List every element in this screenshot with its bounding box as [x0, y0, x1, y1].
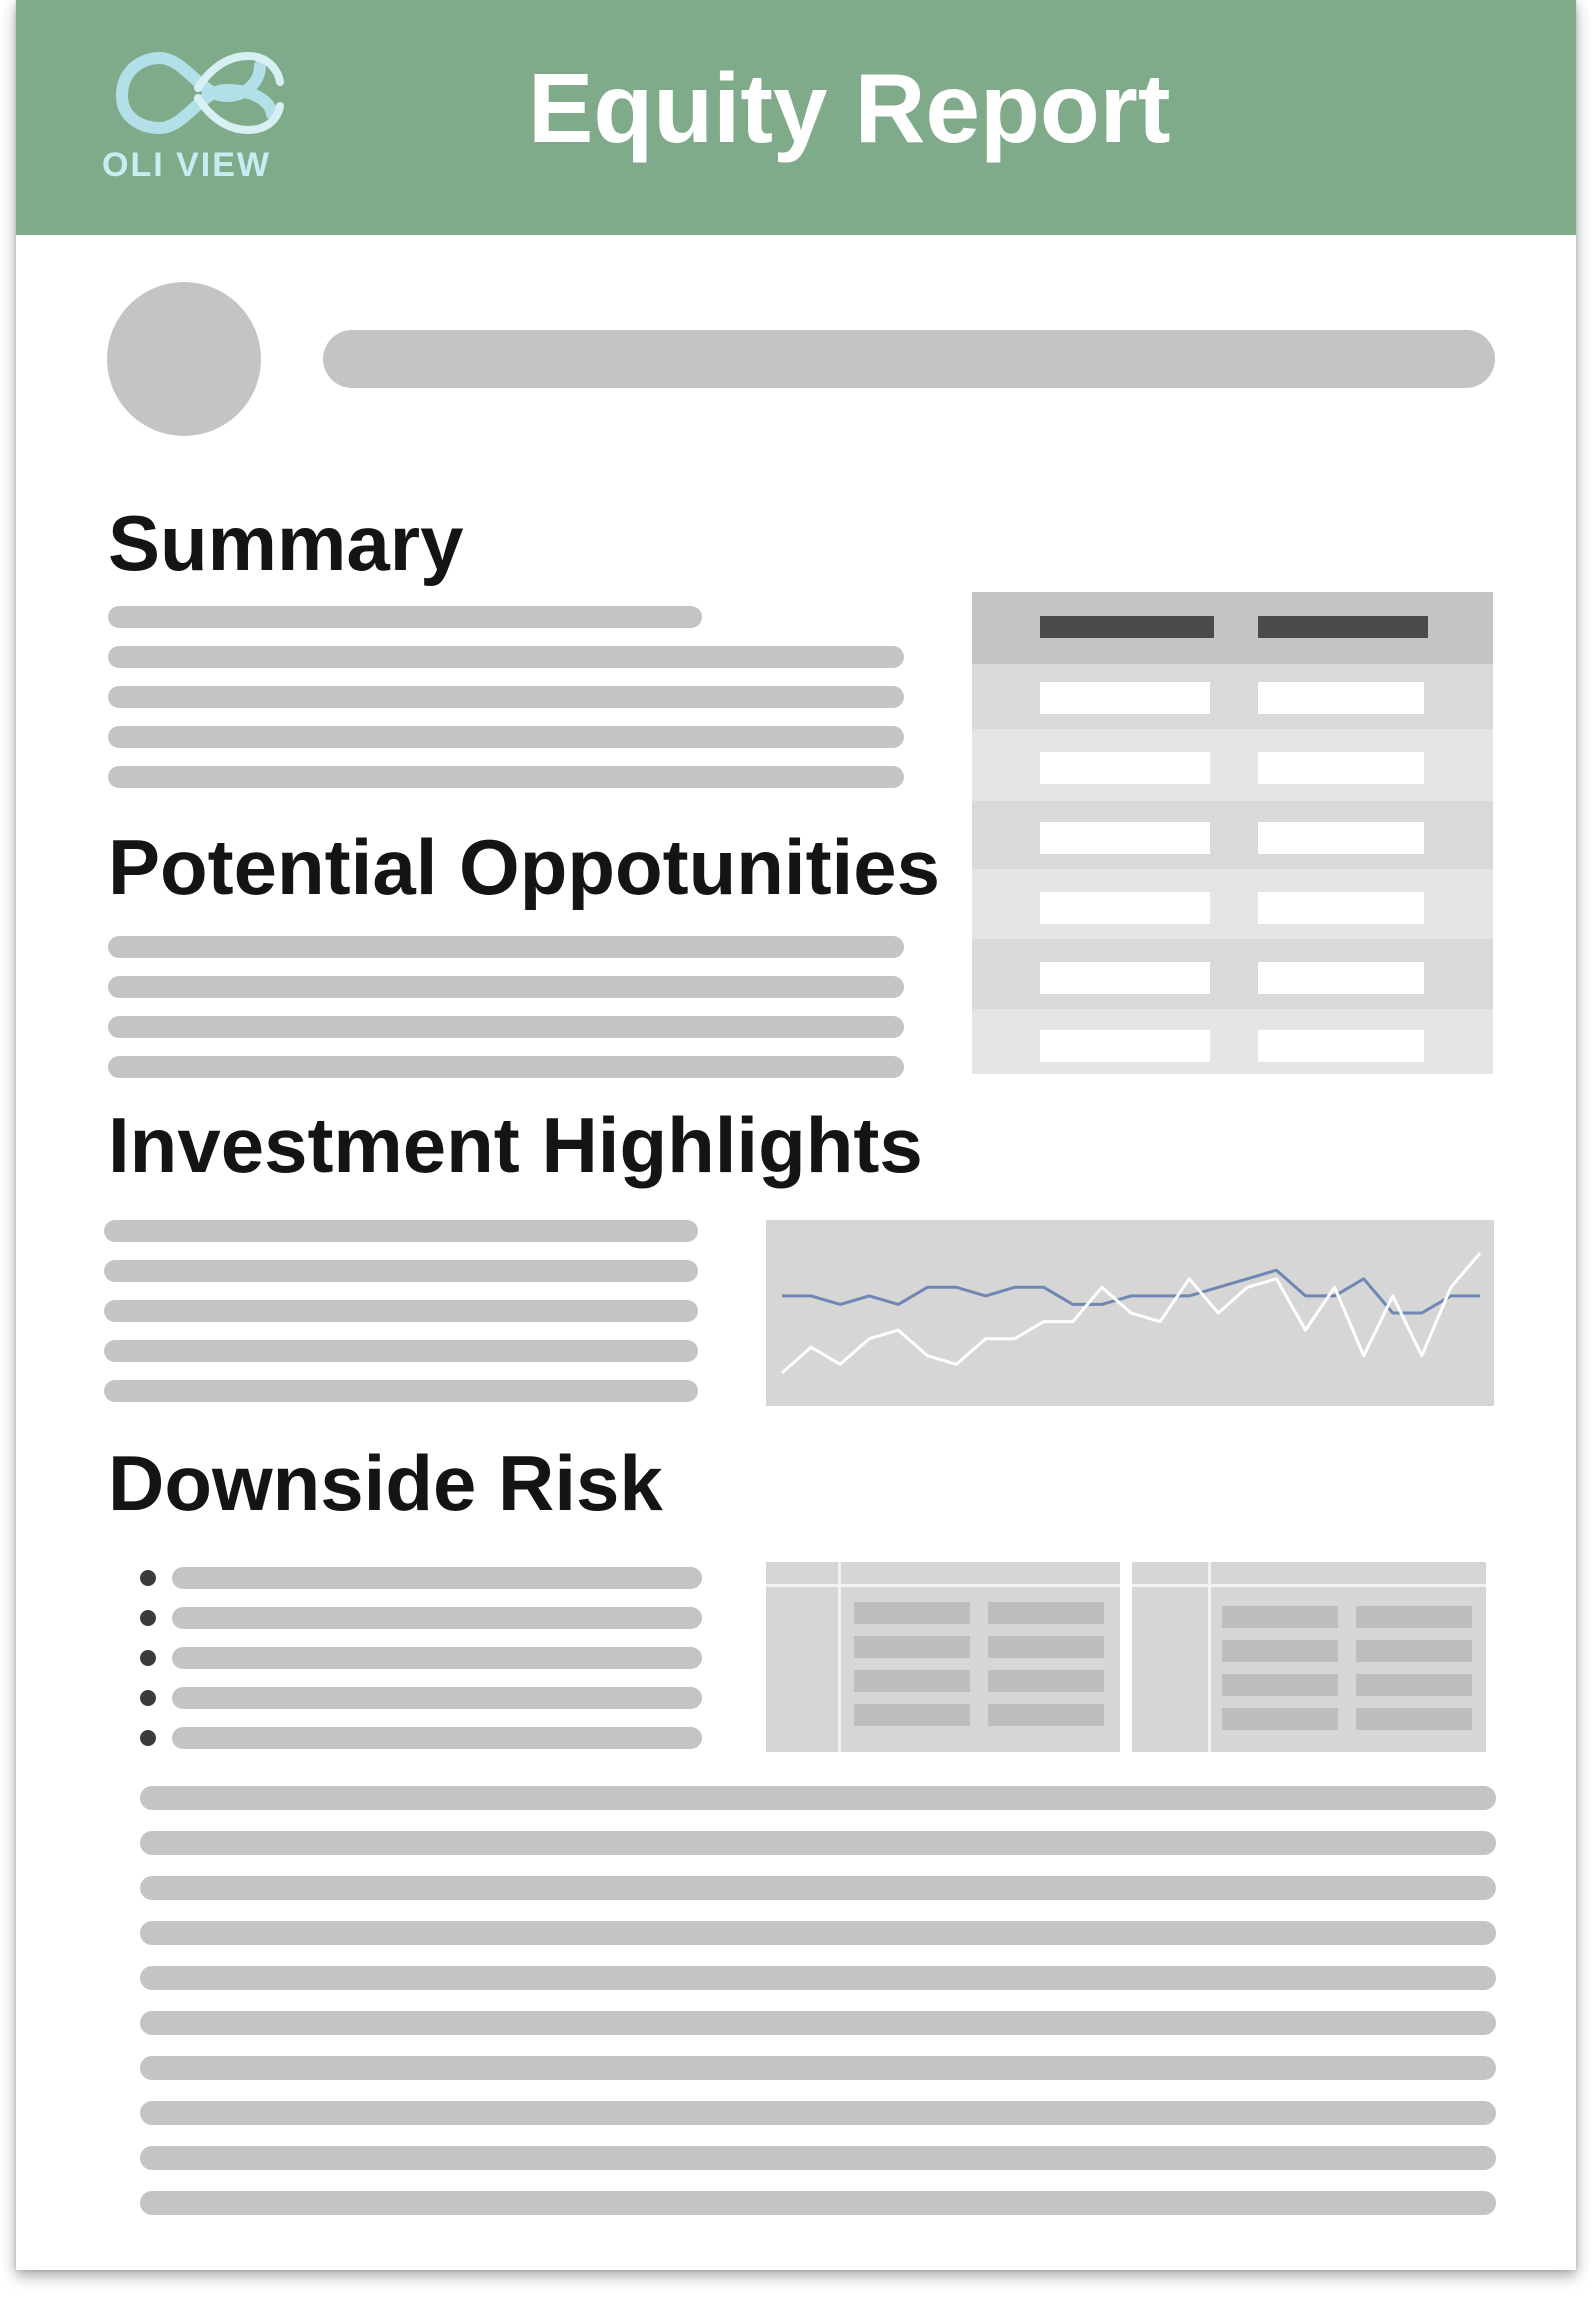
bullet-point	[140, 1730, 156, 1746]
text-line-placeholder	[108, 606, 702, 628]
text-line-placeholder	[108, 1016, 904, 1038]
bullet-point	[140, 1650, 156, 1666]
text-line-placeholder	[104, 1380, 698, 1402]
text-line-placeholder	[104, 1260, 698, 1282]
bullet-point	[140, 1610, 156, 1626]
text-line-placeholder	[104, 1220, 698, 1242]
table-cell	[988, 1602, 1104, 1624]
report-page: OLI VIEW Equity Report Summary Potential…	[16, 0, 1576, 2270]
table-cell	[1258, 962, 1424, 994]
table-cell	[1258, 1030, 1424, 1062]
table-cell	[1040, 962, 1210, 994]
table-cell	[988, 1670, 1104, 1692]
brand-logo: OLI VIEW	[102, 42, 302, 192]
avatar	[107, 282, 261, 436]
table-divider	[766, 1584, 1120, 1587]
title-placeholder-bar	[323, 330, 1495, 388]
section-heading-opportunities: Potential Oppotunities	[108, 823, 940, 911]
table-cell	[1040, 892, 1210, 924]
text-line-placeholder	[140, 1876, 1496, 1900]
table-cell	[1040, 1030, 1210, 1062]
bullet-line-placeholder	[172, 1567, 702, 1589]
table-cell	[854, 1704, 970, 1726]
text-line-placeholder	[140, 2056, 1496, 2080]
table-cell	[1356, 1606, 1472, 1628]
table-cell	[1222, 1640, 1338, 1662]
table-cell	[988, 1636, 1104, 1658]
table-cell	[1222, 1708, 1338, 1730]
bullet-line-placeholder	[172, 1727, 702, 1749]
table-cell	[1222, 1606, 1338, 1628]
text-line-placeholder	[108, 936, 904, 958]
text-line-placeholder	[140, 1831, 1496, 1855]
bullet-line-placeholder	[172, 1647, 702, 1669]
text-line-placeholder	[140, 2011, 1496, 2035]
chart-series-line-2	[781, 1252, 1482, 1375]
table-header-cell	[1040, 616, 1214, 638]
report-title: Equity Report	[528, 53, 1171, 163]
table-cell	[1356, 1708, 1472, 1730]
risk-table-2	[1132, 1562, 1486, 1752]
text-line-placeholder	[140, 1921, 1496, 1945]
bullet-point	[140, 1690, 156, 1706]
table-cell	[1040, 752, 1210, 784]
section-heading-summary: Summary	[108, 499, 464, 587]
table-cell	[1258, 752, 1424, 784]
text-line-placeholder	[140, 1786, 1496, 1810]
text-line-placeholder	[108, 766, 904, 788]
report-header: OLI VIEW Equity Report	[16, 0, 1576, 235]
table-cell	[1356, 1674, 1472, 1696]
text-line-placeholder	[108, 976, 904, 998]
table-divider	[838, 1562, 841, 1752]
text-line-placeholder	[104, 1340, 698, 1362]
section-heading-risk: Downside Risk	[108, 1439, 663, 1527]
table-cell	[1222, 1674, 1338, 1696]
infinity-logo-icon	[116, 51, 284, 135]
bullet-point	[140, 1570, 156, 1586]
bullet-line-placeholder	[172, 1687, 702, 1709]
table-cell	[1258, 822, 1424, 854]
text-line-placeholder	[104, 1300, 698, 1322]
text-line-placeholder	[140, 2146, 1496, 2170]
text-line-placeholder	[108, 726, 904, 748]
table-cell	[854, 1636, 970, 1658]
highlights-line-chart	[766, 1220, 1494, 1406]
table-cell	[1040, 822, 1210, 854]
text-line-placeholder	[140, 2191, 1496, 2215]
table-cell	[988, 1704, 1104, 1726]
table-cell	[1040, 682, 1210, 714]
text-line-placeholder	[108, 1056, 904, 1078]
text-line-placeholder	[140, 2101, 1496, 2125]
text-line-placeholder	[140, 1966, 1496, 1990]
summary-table	[972, 592, 1493, 1074]
line-chart-svg	[781, 1252, 1482, 1375]
table-cell	[1258, 682, 1424, 714]
text-line-placeholder	[108, 686, 904, 708]
chart-series-line-1	[782, 1268, 1480, 1315]
table-cell	[1258, 892, 1424, 924]
table-cell	[854, 1670, 970, 1692]
table-divider	[1208, 1562, 1211, 1752]
brand-name: OLI VIEW	[102, 146, 271, 184]
risk-table-1	[766, 1562, 1120, 1752]
table-divider	[1132, 1584, 1486, 1587]
table-header-cell	[1258, 616, 1428, 638]
section-heading-highlights: Investment Highlights	[108, 1101, 923, 1189]
table-cell	[1356, 1640, 1472, 1662]
bullet-line-placeholder	[172, 1607, 702, 1629]
text-line-placeholder	[108, 646, 904, 668]
table-cell	[854, 1602, 970, 1624]
